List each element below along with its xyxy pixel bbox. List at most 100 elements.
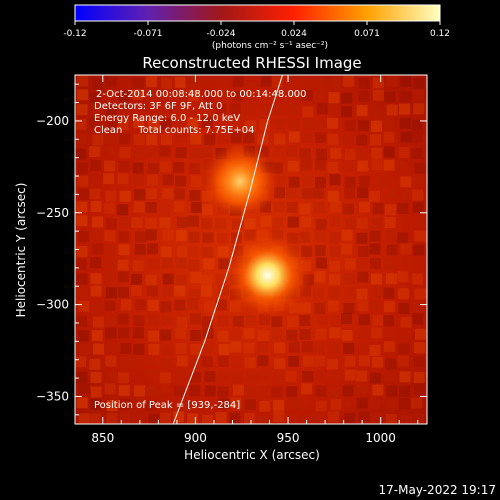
- texture-cell: [217, 386, 229, 398]
- texture-cell: [190, 343, 202, 355]
- texture-cell: [341, 329, 353, 341]
- texture-cell: [414, 342, 426, 354]
- texture-cell: [76, 397, 88, 409]
- texture-cell: [344, 218, 356, 230]
- texture-cell: [105, 316, 117, 328]
- texture-cell: [274, 201, 286, 213]
- texture-cell: [105, 355, 117, 367]
- texture-cell: [90, 386, 102, 398]
- texture-cell: [413, 260, 425, 272]
- texture-cell: [217, 232, 229, 244]
- texture-cell: [398, 147, 410, 159]
- texture-cell: [329, 104, 341, 116]
- texture-cell: [145, 202, 157, 214]
- texture-cell: [273, 411, 285, 423]
- texture-cell: [103, 132, 115, 144]
- texture-cell: [355, 384, 367, 396]
- colorbar-tick-label: -0.024: [206, 29, 235, 39]
- texture-cell: [274, 342, 286, 354]
- texture-cell: [246, 371, 258, 383]
- texture-cell: [106, 119, 118, 131]
- texture-cell: [160, 246, 172, 258]
- texture-cell: [426, 134, 427, 146]
- texture-cell: [103, 202, 115, 214]
- texture-cell: [134, 299, 146, 311]
- texture-cell: [428, 316, 439, 327]
- texture-cell: [229, 300, 241, 312]
- texture-cell: [273, 146, 285, 158]
- texture-cell: [314, 159, 326, 171]
- y-tick-label: −250: [36, 206, 69, 220]
- texture-cell: [397, 202, 409, 214]
- texture-cell: [190, 330, 202, 342]
- texture-cell: [117, 271, 129, 283]
- texture-cell: [244, 92, 256, 104]
- texture-cell: [201, 285, 213, 297]
- texture-cell: [131, 285, 143, 297]
- texture-cell: [329, 386, 341, 398]
- texture-cell: [316, 148, 328, 160]
- texture-cell: [201, 146, 213, 158]
- texture-cell: [190, 148, 202, 160]
- texture-cell: [329, 274, 341, 286]
- texture-cell: [426, 383, 427, 395]
- texture-cell: [119, 105, 131, 117]
- texture-cell: [369, 258, 381, 270]
- texture-cell: [272, 217, 284, 229]
- texture-cell: [344, 355, 356, 367]
- texture-cell: [148, 162, 160, 174]
- texture-cell: [160, 400, 172, 412]
- texture-cell: [215, 103, 227, 115]
- colorbar-tick-label: -0.12: [63, 29, 86, 39]
- texture-cell: [400, 189, 412, 201]
- texture-cell: [329, 232, 341, 244]
- texture-cell: [330, 147, 342, 159]
- texture-cell: [187, 118, 199, 130]
- texture-cell: [427, 329, 438, 340]
- texture-cell: [400, 131, 412, 143]
- texture-cell: [357, 246, 369, 258]
- texture-cell: [274, 119, 286, 131]
- texture-cell: [302, 355, 314, 367]
- texture-cell: [232, 384, 244, 396]
- texture-cell: [91, 230, 103, 242]
- texture-cell: [371, 286, 383, 298]
- texture-cell: [286, 329, 298, 341]
- texture-cell: [400, 75, 412, 87]
- texture-cell: [287, 216, 299, 228]
- texture-cell: [145, 76, 157, 88]
- texture-cell: [397, 232, 409, 244]
- texture-cell: [75, 148, 87, 160]
- texture-cell: [187, 299, 199, 311]
- texture-cell: [383, 146, 395, 158]
- texture-cell: [315, 218, 327, 230]
- texture-cell: [162, 174, 174, 186]
- texture-cell: [400, 316, 412, 328]
- texture-cell: [201, 316, 213, 328]
- texture-cell: [175, 327, 187, 339]
- texture-cell: [426, 342, 427, 354]
- colorbar: -0.12 -0.071 -0.024 0.024 0.071 0.12 (photons…: [63, 4, 450, 51]
- texture-cell: [117, 313, 129, 325]
- texture-cell: [187, 413, 199, 424]
- texture-cell: [132, 414, 144, 424]
- texture-cell: [414, 230, 426, 242]
- texture-cell: [89, 91, 101, 103]
- texture-cell: [299, 302, 311, 314]
- texture-cell: [215, 117, 227, 129]
- texture-cell: [119, 133, 131, 145]
- texture-cell: [204, 371, 216, 383]
- texture-cell: [314, 77, 326, 89]
- texture-cell: [412, 273, 424, 285]
- texture-cell: [327, 411, 339, 423]
- texture-cell: [288, 341, 300, 353]
- texture-cell: [215, 273, 227, 285]
- colorbar-bar: [74, 4, 441, 22]
- texture-cell: [385, 327, 397, 339]
- texture-cell: [301, 89, 313, 101]
- texture-cell: [118, 75, 130, 87]
- texture-cell: [232, 315, 244, 327]
- texture-cell: [78, 188, 90, 200]
- texture-cell: [190, 133, 202, 145]
